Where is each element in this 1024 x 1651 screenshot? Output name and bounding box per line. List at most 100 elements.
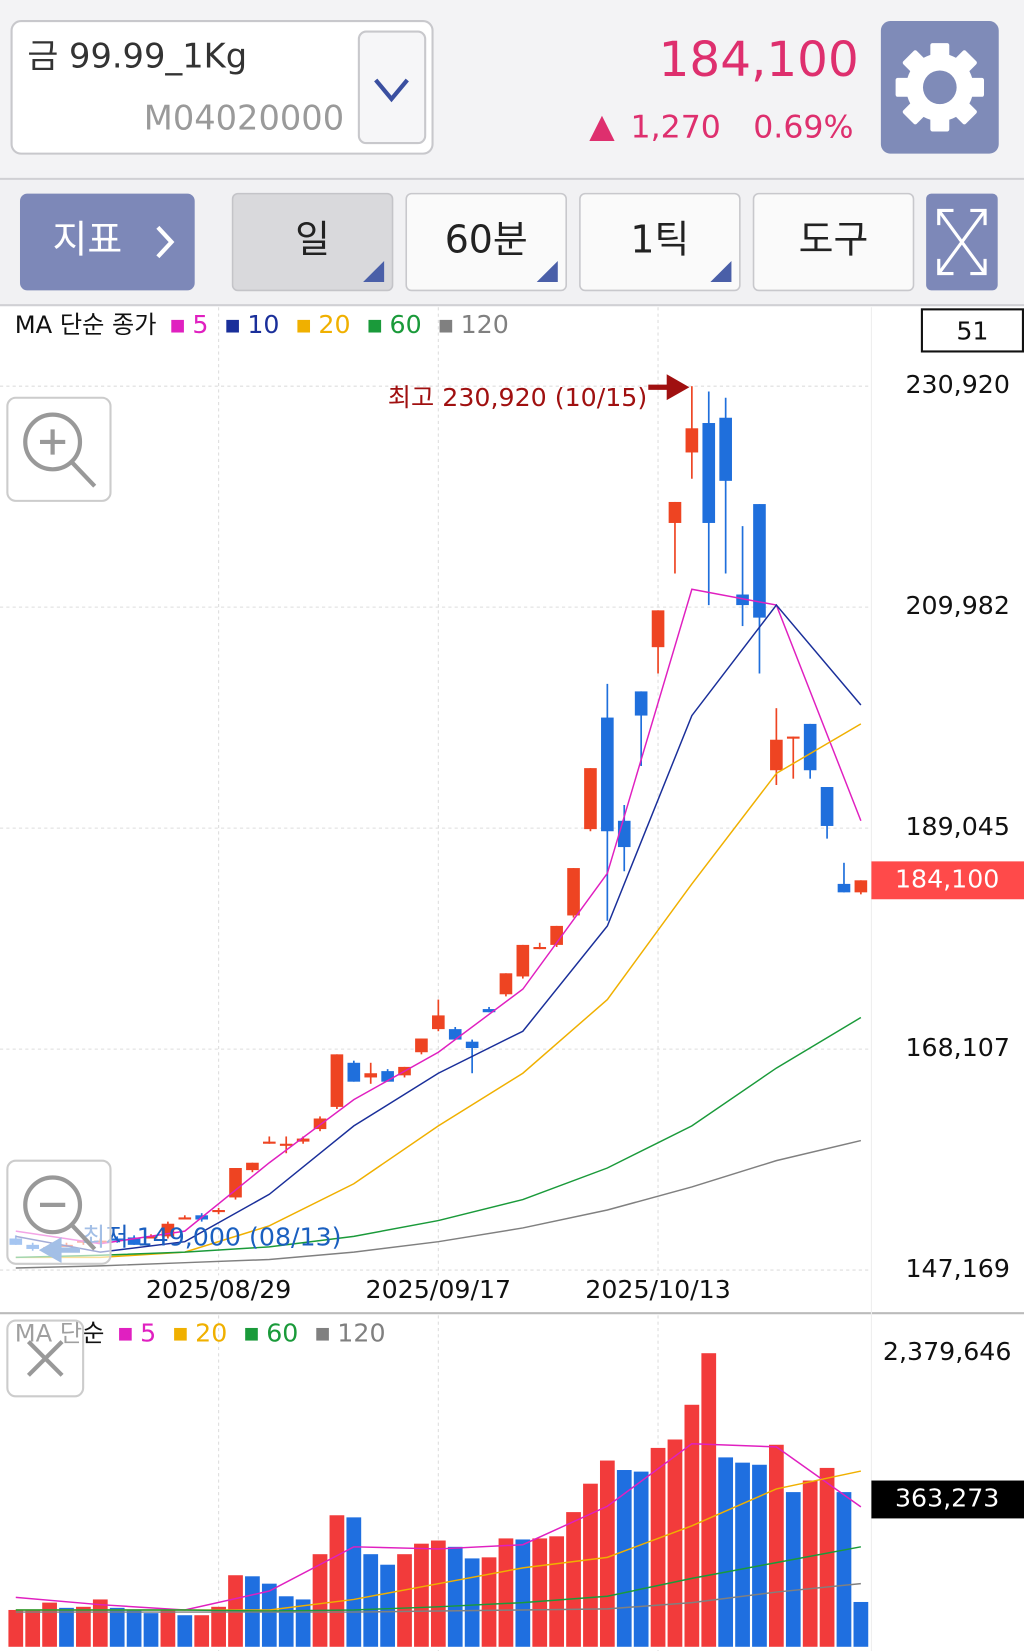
candle-body xyxy=(448,1029,462,1040)
volume-bar xyxy=(414,1543,429,1647)
ma-line xyxy=(15,603,862,1253)
chevron-icon xyxy=(374,78,409,103)
candle-body xyxy=(854,880,868,893)
candle-body xyxy=(482,1009,496,1013)
high-arrow xyxy=(648,374,690,401)
y-tick-label: 189,045 xyxy=(905,812,1009,841)
legend-label: 60 xyxy=(390,310,422,339)
last-price-label: 184,100 xyxy=(895,864,999,893)
volume-bar xyxy=(633,1471,649,1647)
price-change: 1,270 xyxy=(631,109,721,145)
y-tick-label: 2,379,646 xyxy=(883,1337,1012,1366)
candle-body xyxy=(567,868,580,916)
volume-bar xyxy=(718,1457,734,1647)
candle-body xyxy=(634,691,648,716)
ma-line xyxy=(15,1139,862,1269)
legend-label: 5 xyxy=(192,310,208,339)
zoom-out-icon xyxy=(23,1175,97,1251)
candle-body xyxy=(786,736,800,739)
count-label: 51 xyxy=(956,317,988,346)
corner-mark xyxy=(536,260,558,283)
legend-label: 60 xyxy=(266,1318,298,1347)
legend-label: 120 xyxy=(337,1318,385,1347)
tick-button[interactable] xyxy=(579,192,741,292)
x-tick-label: 2025/10/13 xyxy=(585,1275,731,1304)
product-box[interactable] xyxy=(10,19,434,155)
y-tick-label: 230,920 xyxy=(905,370,1009,399)
candle-body xyxy=(770,739,783,771)
candle-body xyxy=(820,787,834,826)
ma-line xyxy=(15,588,862,1245)
volume-bar xyxy=(397,1554,412,1647)
tool-button[interactable] xyxy=(752,192,915,292)
candle-body xyxy=(753,504,766,618)
volume-bar xyxy=(312,1554,328,1647)
volume-bar xyxy=(160,1609,176,1647)
candle-body xyxy=(601,717,614,832)
volume-bar xyxy=(25,1609,41,1647)
candle-body xyxy=(110,1238,124,1241)
volume-bar xyxy=(42,1602,57,1647)
tick-label: 1틱 xyxy=(630,218,689,262)
legend-label: 120 xyxy=(461,310,509,339)
legend-swatch xyxy=(171,319,184,333)
volume-bar xyxy=(464,1558,480,1647)
legend-title: MA 단순 종가 xyxy=(15,311,157,339)
candle-body xyxy=(719,417,732,481)
volume-bar xyxy=(566,1512,581,1647)
volume-bar xyxy=(346,1517,362,1647)
legend-swatch xyxy=(226,319,239,333)
candle-body xyxy=(702,423,716,523)
volume-bar xyxy=(735,1462,750,1647)
y-tick-label: 168,107 xyxy=(905,1033,1009,1062)
candle-body xyxy=(330,1054,344,1107)
current-price: 184,100 xyxy=(659,32,859,88)
volume-bar xyxy=(8,1609,24,1647)
candle-body xyxy=(837,883,851,893)
volume-bar xyxy=(785,1492,801,1647)
volume-bar xyxy=(447,1546,463,1647)
volume-bar xyxy=(109,1607,125,1647)
volume-bar xyxy=(853,1601,869,1647)
volume-bar xyxy=(583,1483,598,1647)
candle-body xyxy=(246,1162,259,1171)
candle-body xyxy=(550,925,563,945)
candle-body xyxy=(415,1038,428,1053)
legend-label: 20 xyxy=(318,310,350,339)
volume-bar xyxy=(211,1606,226,1647)
legend-swatch xyxy=(368,319,382,333)
volume-bar xyxy=(616,1470,632,1647)
candle-body xyxy=(364,1073,378,1078)
ma-line xyxy=(15,1582,861,1613)
low-annotation: 최저 149,000 (08/13) xyxy=(82,1223,341,1252)
candle-body xyxy=(178,1217,192,1220)
candle-body xyxy=(432,1015,445,1030)
legend-swatch xyxy=(297,319,311,333)
product-code: M04020000 xyxy=(144,98,344,137)
legend-swatch xyxy=(316,1327,329,1341)
legend-label: 5 xyxy=(140,1318,156,1347)
candle-body xyxy=(144,1236,158,1239)
volume-bar xyxy=(532,1538,548,1647)
day-button[interactable] xyxy=(231,192,394,292)
volume-bar xyxy=(515,1539,531,1647)
candle-body xyxy=(465,1041,479,1049)
volume-bar xyxy=(701,1353,717,1647)
legend-swatch xyxy=(439,319,453,333)
volume-bar xyxy=(481,1557,497,1647)
legend-swatch xyxy=(245,1327,258,1341)
indicator-button[interactable] xyxy=(19,193,195,291)
candle-body xyxy=(313,1118,327,1130)
dropdown-button[interactable] xyxy=(357,30,427,145)
x-tick-label: 2025/09/17 xyxy=(366,1275,512,1304)
minute-button[interactable] xyxy=(405,192,567,292)
ma-line xyxy=(15,1546,862,1612)
corner-mark xyxy=(363,260,385,283)
legend-swatch xyxy=(174,1327,187,1341)
indicator-label: 지표 xyxy=(52,218,122,262)
legend-label: 20 xyxy=(195,1318,227,1347)
volume-bar xyxy=(92,1599,108,1647)
ma-line xyxy=(15,1016,862,1259)
candle-body xyxy=(296,1138,310,1142)
